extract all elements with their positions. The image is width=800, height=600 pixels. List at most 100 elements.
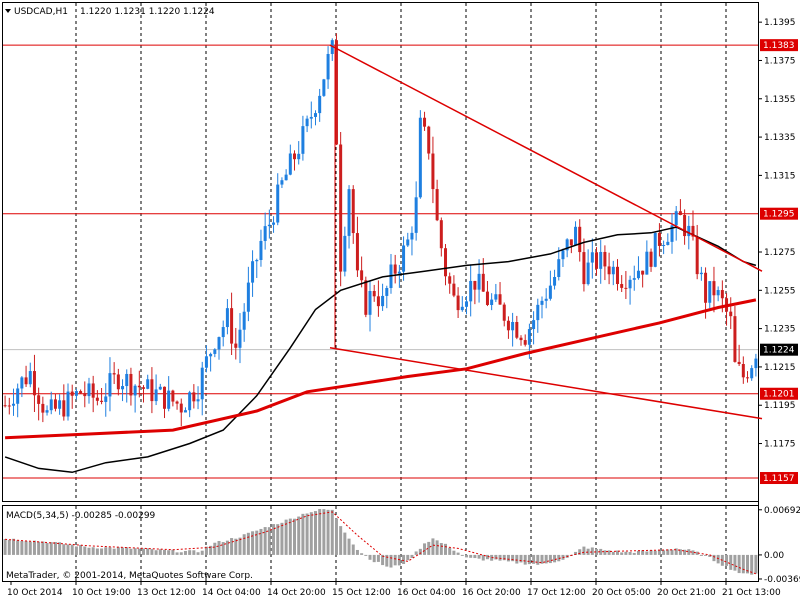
candle-body-3 [16,388,20,404]
candle-body-34 [146,379,150,389]
price-tick-label-7: 1.1235 [764,325,796,335]
macd-bar-83 [351,544,355,555]
level-price-label-2: 1.1201 [763,390,795,400]
candle-body-61 [259,240,263,260]
candle-body-81 [343,235,347,272]
macd-bar-162 [683,549,687,555]
candle-body-80 [339,144,343,272]
macd-bar-19 [83,546,87,555]
macd-bar-1 [7,539,11,555]
candle-body-176 [741,364,745,378]
macd-bar-84 [355,549,359,555]
macd-bar-9 [41,541,45,555]
candle-body-67 [284,174,288,181]
macd-bar-122 [515,554,519,564]
macd-bar-94 [397,554,401,566]
candle-body-138 [582,252,586,285]
macd-bar-68 [288,518,292,555]
macd-bar-39 [167,550,171,555]
candle-body-13 [58,400,62,409]
macd-bar-61 [259,528,263,555]
macd-bar-108 [456,552,460,555]
macd-bar-70 [297,516,301,555]
candle-body-96 [406,239,410,246]
macd-bar-80 [339,526,343,555]
candle-body-1 [7,405,11,407]
time-tick-label-3: 14 Oct 04:00 [202,588,261,598]
macd-bar-50 [213,542,217,555]
macd-bar-112 [473,554,477,559]
macd-bar-17 [74,546,78,555]
macd-bar-148 [624,551,628,555]
price-tick-label-0: 1.1395 [764,18,796,28]
macd-bar-21 [91,547,95,555]
macd-bar-15 [66,544,70,555]
candle-body-71 [301,126,305,154]
macd-bar-91 [385,554,389,567]
candle-body-31 [133,385,137,396]
macd-bar-96 [406,554,410,561]
candle-body-130 [548,285,552,299]
macd-bar-66 [280,522,284,555]
candle-body-21 [91,383,95,398]
candle-body-104 [439,220,443,249]
macd-tick-label-1: 0.00 [764,551,784,561]
time-tick-label-9: 20 Oct 05:00 [592,588,651,598]
macd-bar-82 [347,538,351,555]
candle-body-25 [108,373,112,397]
macd-bar-120 [506,554,510,562]
macd-bar-163 [687,549,691,555]
macd-bar-25 [108,547,112,555]
chart-menu-triangle-icon[interactable] [5,9,11,13]
macd-bar-81 [343,532,347,555]
macd-bar-77 [326,509,330,555]
macd-bar-29 [125,547,129,555]
macd-bar-107 [452,550,456,555]
macd-bar-56 [238,537,242,555]
candle-body-32 [137,385,141,388]
candle-body-135 [569,239,573,246]
candle-body-36 [154,389,158,402]
macd-bar-75 [318,509,322,555]
candle-body-170 [716,290,720,296]
candle-body-156 [657,232,661,246]
ohlc-values: 1.1220 1.1231 1.1220 1.1224 [80,7,215,17]
candle-body-64 [272,222,276,225]
macd-bar-31 [133,548,137,555]
candle-body-7 [32,371,36,396]
macd-bar-67 [284,519,288,555]
macd-bar-114 [481,554,485,561]
trendlines [329,44,763,420]
candle-body-88 [372,291,376,297]
macd-bar-109 [460,554,464,556]
candle-body-42 [179,403,183,413]
candle-body-144 [607,266,611,275]
macd-bar-86 [364,554,368,556]
candle-body-49 [209,353,213,357]
candle-body-0 [3,405,7,407]
candle-body-45 [192,392,196,402]
candle-body-91 [385,288,389,296]
macd-bar-160 [674,548,678,555]
candle-body-84 [355,233,359,271]
candle-body-63 [267,224,271,227]
level-price-box-1 [760,207,798,220]
macd-bar-60 [255,530,259,555]
candle-body-18 [79,391,83,394]
candle-body-134 [565,239,569,251]
candle-body-23 [100,400,104,402]
candle-body-85 [360,270,364,281]
main-panel-frame [2,2,759,502]
candle-body-115 [485,291,489,305]
candle-body-167 [704,272,708,303]
macd-bar-151 [636,550,640,555]
candle-body-142 [599,251,603,269]
macd-bar-54 [230,538,234,555]
macd-bar-59 [251,531,255,555]
time-tick-label-0: 10 Oct 2014 [7,588,63,598]
candle-body-178 [750,368,754,379]
candle-body-8 [37,395,41,404]
macd-bar-89 [376,554,380,562]
candle-body-99 [418,117,422,198]
